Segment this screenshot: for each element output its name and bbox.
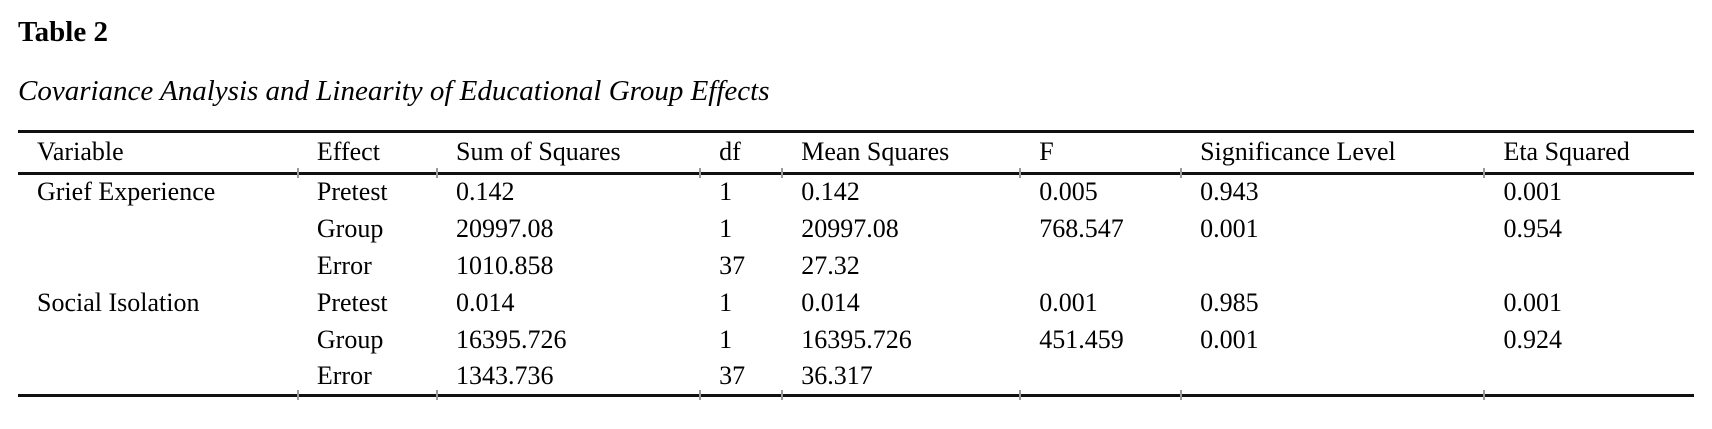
table-row: Social Isolation Pretest 0.014 1 0.014 0.001 0… bbox=[18, 284, 1694, 321]
table-cell-sum-of-squares: 0.014 bbox=[455, 287, 515, 317]
column-header-variable: Variable bbox=[18, 131, 299, 177]
table-cell-significance-level bbox=[1181, 358, 1486, 400]
table-cell-effect: Error bbox=[298, 358, 439, 400]
table-cell-mean-squares: 36.317 bbox=[782, 358, 1022, 400]
table-cell-eta-squared: 0.001 bbox=[1503, 177, 1562, 207]
table-cell-df: 1 bbox=[719, 177, 733, 207]
column-header-mean-squares: Mean Squares bbox=[782, 131, 1022, 177]
table-cell-significance-level: 0.001 bbox=[1200, 324, 1259, 354]
table-cell-df: 1 bbox=[719, 213, 733, 243]
table-cell-eta-squared: 0.924 bbox=[1503, 324, 1562, 354]
table-cell-eta-squared bbox=[1484, 247, 1694, 284]
table-cell-effect: Group bbox=[316, 213, 384, 243]
column-header-df: df bbox=[700, 131, 784, 177]
anova-results-table: Variable Effect Sum of Squares df Mean Squar… bbox=[18, 129, 1694, 400]
table-cell-effect: Pretest bbox=[316, 287, 388, 317]
table-row: Group 20997.08 1 20997.08 768.547 0.001 0.954 bbox=[18, 210, 1694, 247]
table-row: Group 16395.726 1 16395.726 451.459 0.001 0.92… bbox=[18, 321, 1694, 358]
table-cell-variable bbox=[18, 358, 299, 400]
table-cell-mean-squares: 27.32 bbox=[801, 250, 860, 280]
column-header-significance-level: Significance Level bbox=[1181, 131, 1486, 177]
table-cell-f: 768.547 bbox=[1039, 213, 1124, 243]
table-cell-df: 1 bbox=[719, 287, 733, 317]
column-header-f: F bbox=[1020, 131, 1182, 177]
table-cell-mean-squares: 16395.726 bbox=[801, 324, 912, 354]
table-cell-variable: Grief Experience bbox=[37, 177, 216, 207]
table-cell-f bbox=[1020, 247, 1181, 284]
table-row: Error 1010.858 37 27.32 bbox=[18, 247, 1694, 284]
table-cell-significance-level bbox=[1181, 247, 1484, 284]
table-cell-variable bbox=[18, 247, 298, 284]
table-cell-eta-squared bbox=[1484, 358, 1694, 395]
header-row: Variable Effect Sum of Squares df Mean Squar… bbox=[18, 131, 1694, 177]
table-caption: Covariance Analysis and Linearity of Edu… bbox=[18, 75, 770, 108]
column-header-sum-of-squares: Sum of Squares bbox=[436, 131, 702, 177]
table-cell-variable bbox=[18, 321, 298, 358]
column-header-eta-squared: Eta Squared bbox=[1484, 131, 1694, 175]
table-cell-mean-squares: 20997.08 bbox=[801, 213, 899, 243]
table-cell-mean-squares: 0.142 bbox=[801, 177, 860, 207]
table-row: Error 1343.736 37 36.317 bbox=[18, 358, 1694, 400]
table-cell-effect: Pretest bbox=[316, 177, 388, 207]
column-header-effect: Effect bbox=[297, 131, 439, 177]
table-cell-sum-of-squares: 1343.736 bbox=[437, 358, 702, 400]
table-cell-sum-of-squares: 20997.08 bbox=[455, 213, 554, 243]
table-cell-df: 37 bbox=[719, 250, 746, 280]
table-cell-effect: Error bbox=[316, 250, 372, 280]
table-cell-df: 1 bbox=[719, 324, 733, 354]
table-cell-df: 37 bbox=[700, 358, 784, 400]
table-cell-variable: Social Isolation bbox=[37, 287, 200, 317]
table-cell-significance-level: 0.943 bbox=[1200, 177, 1259, 207]
table-cell-mean-squares: 0.014 bbox=[801, 287, 860, 317]
table-cell-eta-squared: 0.954 bbox=[1503, 213, 1562, 243]
table-head: Variable Effect Sum of Squares df Mean Squar… bbox=[18, 131, 1694, 177]
table-cell-f bbox=[1020, 358, 1182, 400]
table-cell-sum-of-squares: 1010.858 bbox=[455, 250, 554, 280]
table-cell-significance-level: 0.001 bbox=[1200, 213, 1259, 243]
table-body: Grief Experience Pretest 0.142 1 0.142 0.005 0… bbox=[18, 173, 1694, 400]
table-cell-variable bbox=[18, 210, 298, 247]
table-cell-eta-squared: 0.001 bbox=[1503, 287, 1562, 317]
table-cell-f: 0.001 bbox=[1039, 287, 1098, 317]
table-row: Grief Experience Pretest 0.142 1 0.142 0.005 0… bbox=[18, 173, 1694, 210]
table-cell-sum-of-squares: 16395.726 bbox=[455, 324, 567, 354]
table-cell-effect: Group bbox=[316, 324, 384, 354]
table-cell-f: 451.459 bbox=[1039, 324, 1124, 354]
table-cell-sum-of-squares: 0.142 bbox=[455, 177, 515, 207]
table-cell-significance-level: 0.985 bbox=[1200, 287, 1259, 317]
table-number: Table 2 bbox=[18, 16, 108, 48]
table-cell-f: 0.005 bbox=[1039, 177, 1098, 207]
